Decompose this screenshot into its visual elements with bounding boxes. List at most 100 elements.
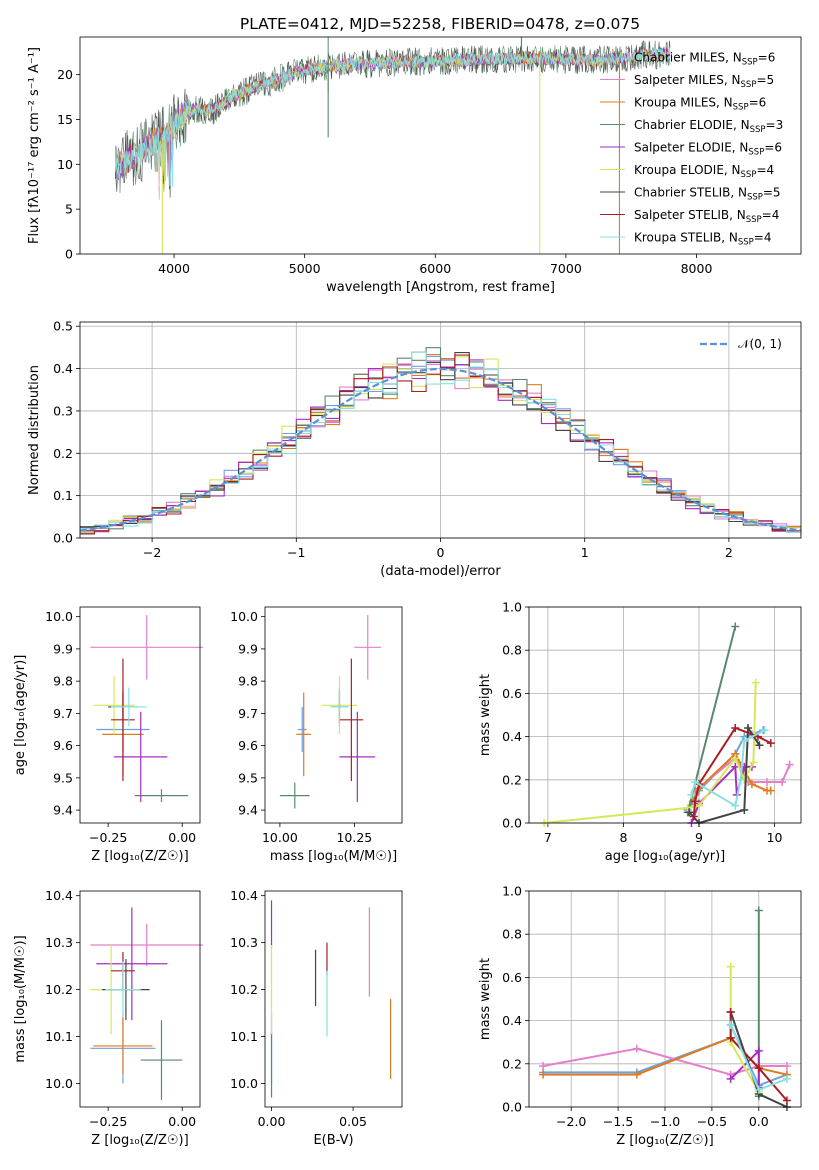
y-tick-label: 9.8 [238,674,258,689]
x-axis-label: wavelength [Angstrom, rest frame] [326,280,555,295]
weight-marker [685,808,694,817]
legend-subscript: SSP [741,80,757,90]
y-tick-label: 1.0 [502,884,522,899]
x-tick-label: 8000 [681,261,713,276]
spectrum-series-line [114,47,671,188]
y-tick-label: 9.5 [238,770,258,785]
x-tick-label: 2 [725,545,733,560]
x-tick-label: 10 [767,830,783,845]
weight-marker [726,1007,735,1016]
weight-marker [731,723,740,732]
weight-marker [539,1061,548,1070]
legend-suffix: =5 [763,186,781,200]
x-axis-label: mass [log₁₀(M/M☉)] [270,849,397,864]
y-axis-label: mass weight [478,674,493,756]
weight-marker [539,1070,548,1079]
axes-frame [79,606,201,824]
y-tick-label: 9.5 [53,770,73,785]
mass-vs-Z-panel: −0.25 0.00 10.0 10.1 10.2 10.3 10.4 Z [log₁₀(Z/… [13,888,203,1148]
spectrum-panel: PLATE=0412, MJD=52258, FIBERID=0478, z=0… [27,15,802,295]
legend-label: Salpeter STELIB, NSSP=4 [634,208,779,225]
legend-suffix: =4 [756,163,774,177]
x-tick-label: 1 [581,545,589,560]
y-tick-label: 0.4 [53,361,73,376]
legend-label: Chabrier STELIB, NSSP=5 [634,186,781,203]
weight-marker [726,962,735,971]
legend-suffix: =6 [749,96,767,110]
y-tick-label: 10.2 [45,982,73,997]
y-axis-label: Normed distribution [27,365,42,495]
y-tick-label: 10.4 [230,888,258,903]
x-tick-label: 0.00 [168,830,196,845]
x-tick-label: 10.00 [262,830,298,845]
weight-marker [760,726,769,735]
x-tick-label: −0.25 [89,1114,127,1129]
weight-marker [632,1070,641,1079]
y-tick-label: 0.0 [502,816,522,831]
x-axis-label: E(B-V) [313,1133,353,1148]
x-tick-label: 7 [544,830,552,845]
x-tick-label: 0.00 [258,1114,286,1129]
legend-label: 𝒩(0, 1) [738,337,782,351]
weight-marker [754,906,763,915]
y-tick-label: 10.1 [230,1029,258,1044]
axes-frame [264,606,403,824]
x-tick-label: −1 [287,545,305,560]
legend-subscript: SSP [746,215,762,225]
y-axis-label: mass weight [478,958,493,1040]
x-tick-label: 9 [695,830,703,845]
weight-marker [691,777,700,786]
weight-marker [740,736,749,745]
weight-marker [754,1085,763,1094]
y-tick-label: 9.4 [53,803,73,818]
age-vs-Z-panel: −0.25 0.00 9.4 9.5 9.6 9.7 9.8 9.9 10.0 Z [log₁₀(… [13,606,203,864]
legend-suffix: =6 [764,141,782,155]
legend-label: Kroupa ELODIE, NSSP=4 [634,163,774,180]
weights-vs-age-panel: 7 8 9 10 0.0 0.2 0.4 0.6 0.8 1.0 age [log₁₀(age/yr… [478,600,802,864]
y-tick-label: 1.0 [502,600,522,615]
legend-label: Kroupa MILES, NSSP=6 [634,96,766,113]
histogram-series [80,354,801,535]
axes-frame [79,321,802,539]
y-tick-label: 10.3 [230,935,258,950]
axes-frame [264,890,403,1108]
y-tick-label: 0.2 [502,772,522,787]
weight-marker [744,723,753,732]
weight-marker [695,801,703,810]
x-tick-label: 0.00 [168,1114,196,1129]
weight-marker [691,797,700,806]
y-tick-label: 0.8 [502,643,522,658]
age-vs-mass-panel: 10.00 10.25 9.4 9.5 9.6 9.7 9.8 9.9 10.0 mass [lo… [230,606,403,864]
legend-subscript: SSP [738,238,754,248]
x-tick-label: 0.05 [339,1114,367,1129]
weight-marker [766,786,775,795]
legend-subscript: SSP [741,170,757,180]
y-axis-label: Flux [fλ10⁻¹⁷ erg cm⁻² s⁻¹ A⁻¹] [27,47,42,244]
x-axis-label: Z [log₁₀(Z/Z☉)] [91,1133,188,1148]
x-tick-label: −0.5 [697,1114,727,1129]
x-tick-label: 7000 [550,261,582,276]
y-tick-label: 0.4 [502,729,522,744]
y-tick-label: 10 [57,157,73,172]
y-tick-label: 0.0 [53,531,73,546]
legend-label: Salpeter MILES, NSSP=5 [634,73,774,90]
legend-suffix: =6 [758,51,776,65]
y-tick-label: 10.0 [45,1076,73,1091]
y-tick-label: 10.0 [230,609,258,624]
x-axis-label: Z [log₁₀(Z/Z☉)] [91,849,188,864]
y-tick-label: 15 [57,112,73,127]
weight-marker [749,758,758,767]
legend-suffix: =4 [762,208,780,222]
legend-label: Chabrier MILES, NSSP=6 [634,51,775,68]
x-tick-label: 4000 [158,261,190,276]
weight-marker [754,1046,763,1055]
weight-marker [632,1044,641,1053]
x-tick-label: 0.0 [749,1114,769,1129]
y-tick-label: 10.2 [230,982,258,997]
legend-subscript: SSP [748,148,764,158]
y-tick-label: 9.4 [238,803,258,818]
weight-marker [736,775,745,784]
weight-marker [726,1074,735,1083]
legend-subscript: SSP [747,193,763,203]
y-tick-label: 0.3 [53,403,73,418]
